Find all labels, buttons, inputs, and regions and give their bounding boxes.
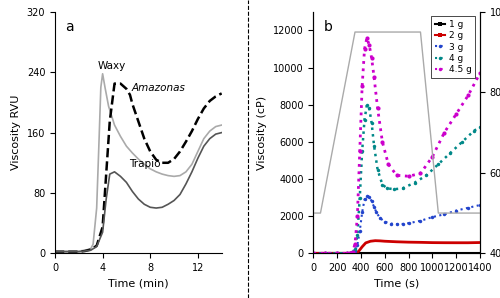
X-axis label: Time (min): Time (min): [108, 279, 168, 288]
Y-axis label: Viscosity RVU: Viscosity RVU: [11, 95, 21, 170]
Text: a: a: [65, 20, 74, 34]
Y-axis label: Viscosity (cP): Viscosity (cP): [258, 96, 268, 170]
Text: b: b: [324, 20, 332, 34]
X-axis label: Time (s): Time (s): [374, 279, 420, 288]
Text: Amazonas: Amazonas: [131, 83, 185, 93]
Text: Waxy: Waxy: [98, 61, 126, 71]
Text: Trapio: Trapio: [129, 159, 160, 169]
Legend: 1 g, 2 g, 3 g, 4 g, 4.5 g: 1 g, 2 g, 3 g, 4 g, 4.5 g: [431, 16, 476, 78]
